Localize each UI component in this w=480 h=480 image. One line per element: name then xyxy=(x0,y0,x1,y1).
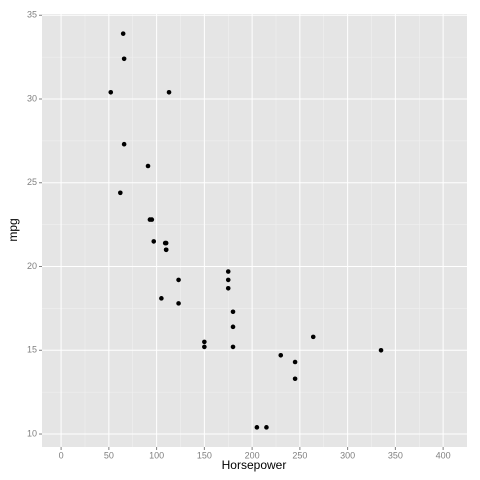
y-tick-label: 25 xyxy=(27,177,37,187)
point xyxy=(151,239,157,244)
point xyxy=(118,190,123,196)
point xyxy=(108,90,114,95)
y-tick-label: 15 xyxy=(27,345,37,355)
x-tick-label: 350 xyxy=(388,450,403,460)
x-tick-label: 50 xyxy=(104,450,114,460)
point xyxy=(162,240,168,246)
point xyxy=(225,285,231,291)
point xyxy=(166,90,172,95)
point xyxy=(145,163,151,169)
y-tick-label: 35 xyxy=(27,10,37,20)
point xyxy=(202,344,207,350)
point xyxy=(278,352,284,358)
x-tick-label: 400 xyxy=(436,450,451,460)
point xyxy=(121,141,127,147)
point xyxy=(120,31,126,36)
x-tick-label: 200 xyxy=(245,450,260,460)
point xyxy=(378,347,384,353)
point xyxy=(176,277,181,283)
point xyxy=(176,301,181,306)
point xyxy=(149,217,155,222)
x-tick-label: 300 xyxy=(340,450,355,460)
point xyxy=(121,56,127,62)
point xyxy=(230,344,236,350)
point xyxy=(254,425,260,430)
x-tick-label: 150 xyxy=(197,450,212,460)
point xyxy=(292,376,298,382)
point xyxy=(225,277,231,283)
x-tick-label: 100 xyxy=(149,450,164,460)
x-axis-title: Horsepower xyxy=(222,458,287,472)
point xyxy=(310,334,316,340)
point xyxy=(225,269,231,274)
y-axis-title: mpg xyxy=(6,218,20,241)
point xyxy=(163,247,169,253)
point xyxy=(202,339,207,345)
x-tick-label: 0 xyxy=(59,450,64,460)
y-tick-label: 20 xyxy=(27,261,37,271)
point xyxy=(159,296,164,301)
plot-panel xyxy=(42,14,467,447)
y-tick-label: 10 xyxy=(27,428,37,438)
point xyxy=(230,309,236,315)
point xyxy=(230,324,236,330)
point xyxy=(292,359,298,365)
y-tick-label: 30 xyxy=(27,93,37,103)
x-tick-label: 250 xyxy=(292,450,307,460)
point xyxy=(264,425,269,430)
